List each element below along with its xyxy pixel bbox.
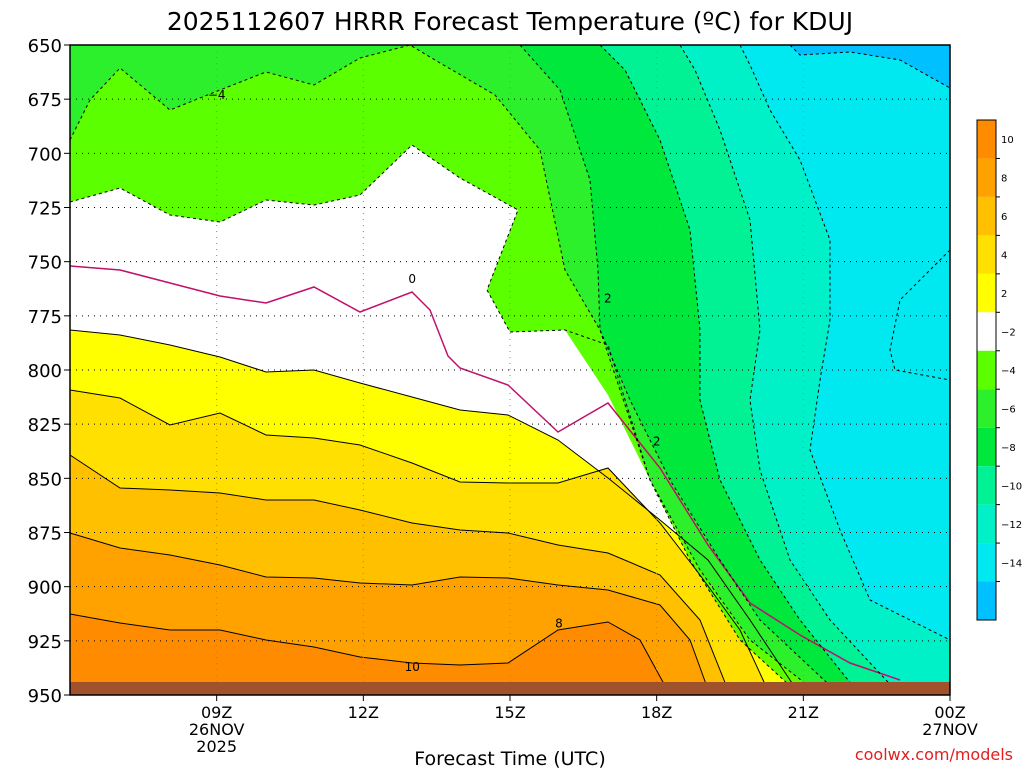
contour-lines bbox=[69, 44, 951, 696]
contour-line-minus10 bbox=[679, 44, 901, 696]
x-tick-label: 00Z bbox=[934, 703, 965, 722]
contour-line-4 bbox=[69, 389, 771, 696]
colorbar-swatch bbox=[977, 235, 996, 274]
fill-band-10-up bbox=[70, 614, 670, 695]
y-tick-label: 875 bbox=[28, 524, 62, 545]
colorbar-label: −14 bbox=[1001, 558, 1022, 569]
y-tick-label: 925 bbox=[28, 632, 62, 653]
colorbar-swatch bbox=[977, 504, 996, 544]
y-tick-label: 850 bbox=[28, 469, 62, 490]
colorbar-label: −10 bbox=[1001, 481, 1022, 492]
colorbar-swatch bbox=[977, 158, 996, 197]
colorbar-label: 4 bbox=[1001, 251, 1007, 262]
colorbar-swatch bbox=[977, 350, 996, 390]
x-tick-label: 12Z bbox=[348, 703, 379, 722]
chart-title: 2025112607 HRRR Forecast Temperature (ºC… bbox=[167, 7, 853, 36]
contour-label: 2 bbox=[653, 435, 661, 449]
y-tick-label: 675 bbox=[28, 90, 62, 111]
colorbar-label: −2 bbox=[1001, 328, 1016, 339]
contour-label: 10 bbox=[405, 660, 420, 674]
y-tick-label: 650 bbox=[28, 36, 62, 57]
credit-text: coolwx.com/models bbox=[855, 745, 1013, 764]
surface-ground bbox=[70, 682, 950, 695]
x-tick-label: 2025 bbox=[196, 737, 237, 756]
contour-line-8 bbox=[69, 532, 711, 696]
y-axis: 650 675 700 725 750 775 800 825 850 875 900 925 950 bbox=[28, 36, 70, 707]
contour-line-minus12-pocket bbox=[889, 249, 951, 381]
fill-band-minus14-to-minus16 bbox=[790, 45, 950, 88]
contour-labels: −4 0 2 2 8 10 bbox=[208, 88, 661, 674]
contour-line-minus2 bbox=[69, 144, 801, 696]
warm-fill-bands bbox=[70, 330, 800, 695]
contour-line-minus12 bbox=[739, 44, 951, 641]
colorbar-label: 8 bbox=[1001, 174, 1007, 185]
contour-label: −4 bbox=[208, 88, 226, 102]
colorbar-swatch bbox=[977, 196, 996, 236]
y-tick-label: 725 bbox=[28, 199, 62, 220]
y-tick-label: 825 bbox=[28, 415, 62, 436]
colorbar: 10 8 6 4 2 −2 −4 −6 −8 −10 −12 −14 bbox=[976, 119, 1022, 621]
contour-line-10 bbox=[69, 613, 671, 696]
colorbar-swatch bbox=[977, 389, 996, 428]
colorbar-swatch bbox=[977, 120, 996, 159]
plot-area: −4 0 2 2 8 10 bbox=[69, 44, 951, 696]
colorbar-label: 6 bbox=[1001, 212, 1007, 223]
y-tick-label: 900 bbox=[28, 578, 62, 599]
contour-line-minus4 bbox=[69, 44, 821, 696]
contour-label: 0 bbox=[408, 272, 416, 286]
contour-line-minus6 bbox=[519, 44, 841, 696]
x-axis-label: Forecast Time (UTC) bbox=[414, 748, 605, 768]
contour-line-0 bbox=[69, 265, 901, 681]
colorbar-swatch bbox=[977, 466, 996, 505]
contour-line-minus8 bbox=[599, 44, 861, 696]
y-tick-label: 775 bbox=[28, 307, 62, 328]
x-tick-label: 09Z bbox=[201, 703, 232, 722]
x-tick-label: 18Z bbox=[641, 703, 672, 722]
x-tick-label: 27NOV bbox=[922, 720, 978, 739]
colorbar-label: −12 bbox=[1001, 520, 1022, 531]
contour-line-2 bbox=[69, 329, 801, 696]
x-tick-label: 15Z bbox=[494, 703, 525, 722]
contour-line-6 bbox=[69, 454, 731, 696]
colorbar-swatch bbox=[977, 543, 996, 582]
y-tick-label: 800 bbox=[28, 361, 62, 382]
colorbar-label: −4 bbox=[1001, 366, 1016, 377]
x-tick-label: 26NOV bbox=[189, 720, 245, 739]
colorbar-swatch bbox=[977, 273, 996, 313]
y-tick-label: 700 bbox=[28, 144, 62, 165]
fill-band-minus12-to-minus14 bbox=[740, 45, 950, 640]
colorbar-swatch bbox=[977, 427, 996, 467]
x-tick-label: 21Z bbox=[788, 703, 819, 722]
colorbar-frame bbox=[976, 119, 997, 621]
contour-label: 2 bbox=[604, 292, 612, 306]
contour-label: 8 bbox=[555, 617, 563, 631]
colorbar-swatch bbox=[977, 581, 996, 620]
colorbar-label: 2 bbox=[1001, 289, 1007, 300]
colorbar-label: −8 bbox=[1001, 443, 1016, 454]
contour-line-minus14 bbox=[789, 44, 951, 89]
y-tick-label: 750 bbox=[28, 253, 62, 274]
colorbar-label: −6 bbox=[1001, 404, 1016, 415]
y-tick-label: 950 bbox=[28, 686, 62, 707]
colorbar-label: 10 bbox=[1001, 135, 1014, 146]
colorbar-swatch bbox=[977, 312, 996, 351]
